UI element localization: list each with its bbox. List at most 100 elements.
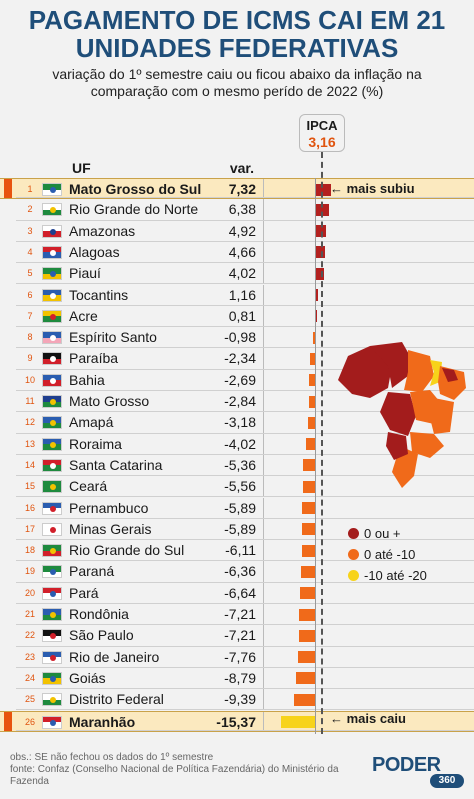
table-row: 8 Espírito Santo -0,98 xyxy=(0,327,474,349)
state-flag-icon xyxy=(42,671,62,685)
chart-bar xyxy=(309,374,315,387)
flag-emblem xyxy=(50,590,56,597)
legend-dot-low xyxy=(348,570,359,581)
flag-band-top xyxy=(43,630,61,636)
state-flag-icon xyxy=(42,288,62,302)
row-rank: 15 xyxy=(24,481,35,492)
column-divider xyxy=(263,625,264,647)
row-separator xyxy=(16,539,474,541)
flag-band-top xyxy=(43,523,61,530)
row-separator xyxy=(16,517,474,519)
chart-bar xyxy=(309,352,315,365)
note-bottom-arrow: ← xyxy=(330,711,343,726)
row-rank: 24 xyxy=(24,672,35,683)
ipca-value: 3,16 xyxy=(308,134,336,150)
state-flag-icon xyxy=(42,608,62,621)
row-value-label: 4,92 xyxy=(228,222,256,239)
row-value-label: -7,76 xyxy=(224,648,256,665)
row-separator xyxy=(16,197,474,199)
chart-bar xyxy=(297,651,315,664)
table-row: 11 Mato Grosso -2,84 xyxy=(0,391,474,413)
row-uf-name: Rio Grande do Norte xyxy=(69,201,199,218)
footnote-line-2: fonte: Confaz (Conselho Nacional de Polí… xyxy=(10,764,339,775)
state-flag-icon xyxy=(42,395,62,408)
flag-emblem xyxy=(50,719,56,726)
flag-band-top xyxy=(43,396,61,402)
state-flag-icon xyxy=(42,693,62,707)
row-rank: 20 xyxy=(24,587,35,598)
column-divider xyxy=(263,689,264,711)
legend-label-mid: 0 até -10 xyxy=(364,547,416,562)
table-row: 19 Paraná -6,36 xyxy=(0,561,474,583)
row-uf-name: Maranhão xyxy=(69,713,136,730)
column-divider xyxy=(263,561,264,583)
state-flag-icon xyxy=(42,715,62,729)
flag-emblem xyxy=(50,633,56,640)
table-row: 21 Rondônia -7,21 xyxy=(0,604,474,626)
state-flag-icon xyxy=(42,565,62,579)
flag-emblem xyxy=(50,292,56,299)
table-row: 3 Amazonas 4,92 xyxy=(0,220,474,242)
table-row: 2 Rio Grande do Norte 6,38 xyxy=(0,199,474,221)
table-row: 6 Tocantins 1,16 xyxy=(0,284,474,306)
row-uf-name: Roraima xyxy=(69,435,122,452)
chart-bar xyxy=(300,587,315,600)
row-separator xyxy=(16,432,474,434)
flag-emblem xyxy=(50,612,56,618)
table-row: 7 Acre 0,81 xyxy=(0,305,474,328)
column-divider xyxy=(263,476,264,498)
row-uf-name: Minas Gerais xyxy=(69,520,152,537)
chart-bar xyxy=(301,565,315,578)
flag-band-top xyxy=(43,310,61,317)
row-uf-name: Espírito Santo xyxy=(69,329,157,346)
chart-subtitle: variação do 1º semestre caiu ou ficou ab… xyxy=(0,66,474,100)
column-divider xyxy=(263,646,264,668)
row-separator xyxy=(16,411,474,413)
table-row: 1 Mato Grosso do Sul 7,32 xyxy=(0,178,474,200)
flag-band-top xyxy=(43,438,61,445)
row-uf-name: Distrito Federal xyxy=(69,691,164,708)
flag-emblem xyxy=(50,569,56,576)
state-flag-icon xyxy=(42,183,62,196)
legend-dot-positive xyxy=(348,528,359,539)
flag-band-top xyxy=(43,225,61,232)
flag-emblem xyxy=(50,420,56,427)
table-row: 20 Pará -6,64 xyxy=(0,582,474,604)
column-divider xyxy=(263,433,264,455)
table-row: 15 Ceará -5,56 xyxy=(0,476,474,498)
flag-emblem xyxy=(50,548,56,555)
column-divider xyxy=(263,518,264,541)
row-uf-name: Amazonas xyxy=(69,222,136,239)
column-divider xyxy=(263,391,264,413)
column-divider xyxy=(263,369,264,391)
footnote: obs.: SE não fechou os dados do 1º semes… xyxy=(10,752,370,788)
flag-emblem xyxy=(50,335,56,342)
row-separator xyxy=(16,602,474,604)
flag-emblem xyxy=(50,356,56,363)
row-rank: 14 xyxy=(24,459,35,470)
row-value-label: -5,89 xyxy=(224,520,256,537)
row-separator xyxy=(16,326,474,328)
chart-bar xyxy=(315,289,318,301)
row-value-label: -4,02 xyxy=(224,435,256,452)
row-uf-name: Rondônia xyxy=(69,606,129,622)
row-separator xyxy=(16,581,474,583)
title-line-2: UNIDADES FEDERATIVAS xyxy=(75,33,399,63)
column-divider xyxy=(263,284,264,306)
row-value-label: -8,79 xyxy=(224,669,256,686)
note-top: ← mais subiu xyxy=(330,181,415,196)
map-region-ms xyxy=(386,432,408,460)
row-separator xyxy=(16,645,474,647)
chart-bar xyxy=(281,716,315,728)
state-flag-icon xyxy=(42,331,62,345)
row-value-label: -2,69 xyxy=(224,371,256,388)
row-separator xyxy=(16,262,474,264)
ipca-box xyxy=(299,114,345,152)
state-flag-icon xyxy=(42,586,62,600)
table-row: 5 Piauí 4,02 xyxy=(0,263,474,285)
table-row: 24 Goiás -8,79 xyxy=(0,667,474,690)
state-flag-icon xyxy=(42,267,62,281)
title-line-1: PAGAMENTO DE ICMS CAI EM 21 xyxy=(28,5,446,35)
row-rank: 26 xyxy=(24,716,35,727)
flag-band-top xyxy=(43,246,61,253)
